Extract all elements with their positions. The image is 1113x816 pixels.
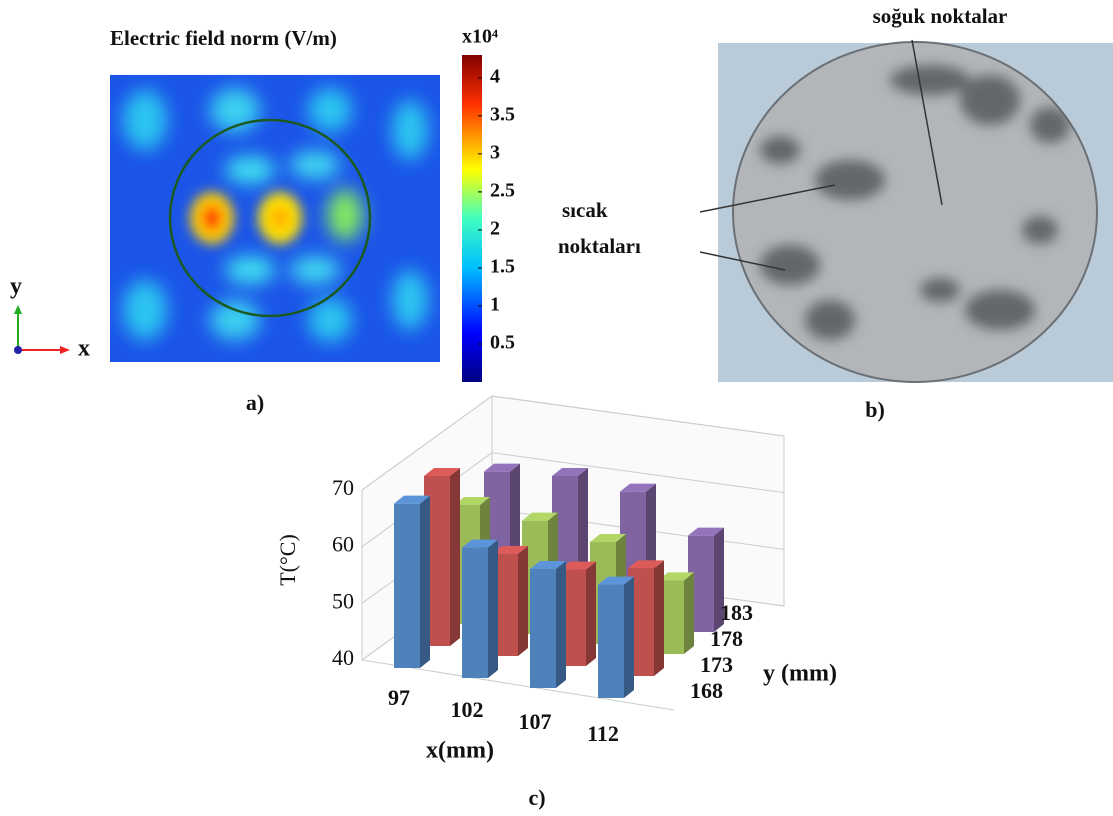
colorbar-tick-label: 1.5 [490,256,515,278]
colorbar-tick-label: 1 [490,294,500,316]
bar-top [484,463,520,472]
annotation: sıcak [562,198,608,222]
bar-side [586,561,596,666]
floor-edge [361,659,675,711]
grid-line [491,452,785,494]
colorbar-label: x10⁴ [462,26,498,48]
colorbar-tick-label: 3 [490,141,500,163]
bar-top [590,534,626,542]
z-tick-label: 60 [332,532,354,557]
field-map [110,75,440,362]
legend-label: 178 [710,626,743,651]
caption: b) [865,397,885,422]
bar-side [714,527,724,632]
colorbar-tick-label: 0.5 [490,332,515,354]
bar [462,547,488,678]
colorbar-tick-label: 3.5 [490,103,515,125]
z-tick-label: 70 [332,475,354,500]
legend-label: 183 [720,600,753,625]
bar-side [488,539,498,678]
grid-line [361,395,493,491]
axes-indicator [14,305,70,354]
colorbar-tick-label: 4 [490,65,500,87]
x-tick-label: 112 [587,721,619,746]
z-axis-label: T(°C) [275,534,300,586]
bar-top [424,468,460,476]
bar-top [598,576,634,585]
bar-top [658,572,694,581]
z-tick-label: 50 [332,588,354,613]
bar-top [688,527,724,536]
y-axis-label: y (mm) [763,661,837,687]
bar-side [556,561,566,688]
bar-top [628,560,664,569]
annotation: noktaları [558,234,641,258]
bar-side [654,560,664,676]
x-tick-label: 102 [451,697,484,722]
bar-top [522,512,558,521]
bar-top [530,561,566,569]
bar-side [450,468,460,646]
photo [699,39,1113,383]
annotation: soğuk noktalar [873,4,1008,28]
caption: a) [246,390,264,415]
caption: c) [528,785,545,810]
bar-top [394,495,430,504]
bar-side [684,572,694,654]
map-title: Electric field norm (V/m) [110,26,337,50]
z-tick-label: 40 [332,645,354,670]
legend-label: 168 [690,678,723,703]
bar-top [620,483,656,492]
x-tick-label: 107 [519,709,552,734]
bar-side [624,576,634,698]
bar-side [420,495,430,668]
bar-top [454,497,490,505]
bar [530,569,556,688]
bar-top [462,539,498,548]
bar [598,584,624,698]
x-tick-label: 97 [388,685,410,710]
bar [394,503,420,668]
bar-top [560,561,596,570]
y-axis-indicator: y [10,274,22,300]
bar-top [492,546,528,554]
legend-label: 173 [700,652,733,677]
bar-top [552,468,588,476]
colorbar-tick-label: 2.5 [490,179,515,201]
colorbar-tick-label: 2 [490,218,500,240]
grid-line [491,395,785,437]
x-axis-indicator: x [78,336,90,362]
bar-side [518,546,528,656]
x-axis-label: x(mm) [426,738,494,764]
colorbar [462,55,482,382]
